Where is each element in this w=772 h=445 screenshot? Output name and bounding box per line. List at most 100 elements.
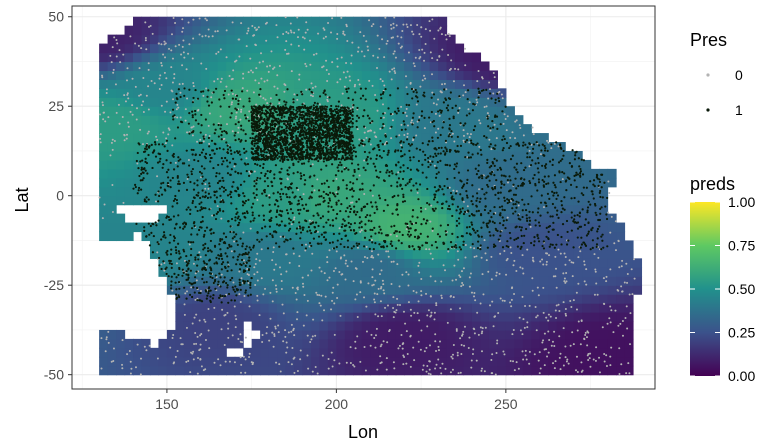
point-pres-0	[461, 333, 464, 336]
prediction-cell	[107, 329, 117, 340]
point-pres-0	[215, 52, 218, 55]
prediction-cell	[463, 159, 473, 170]
prediction-cell	[438, 115, 448, 125]
point-pres-0	[110, 61, 113, 64]
point-pres-1	[586, 211, 589, 214]
point-pres-0	[113, 36, 116, 39]
prediction-cell	[310, 70, 321, 80]
prediction-cell	[217, 150, 227, 161]
point-pres-0	[455, 328, 458, 331]
prediction-cell	[319, 267, 329, 277]
prediction-cell	[192, 356, 202, 367]
point-pres-0	[462, 200, 465, 203]
point-pres-0	[509, 246, 512, 249]
prediction-cell	[463, 329, 473, 340]
prediction-cell	[607, 338, 617, 349]
point-pres-1	[585, 186, 588, 189]
prediction-cell	[607, 213, 617, 224]
point-pres-1	[252, 246, 255, 249]
point-pres-0	[473, 255, 476, 258]
prediction-cell	[183, 204, 193, 215]
prediction-cell	[599, 320, 609, 331]
point-pres-0	[213, 317, 216, 320]
prediction-cell	[99, 186, 109, 197]
prediction-cell	[387, 186, 397, 197]
point-pres-1	[215, 147, 218, 150]
point-pres-0	[318, 302, 321, 305]
point-pres-0	[513, 369, 516, 372]
prediction-cell	[116, 356, 126, 367]
point-pres-1	[379, 170, 382, 174]
prediction-cell	[488, 258, 498, 268]
point-pres-1	[578, 211, 582, 215]
point-pres-1	[455, 224, 458, 227]
prediction-cell	[438, 133, 448, 143]
prediction-cell	[395, 231, 405, 242]
point-pres-1	[287, 187, 290, 191]
point-pres-1	[230, 245, 233, 248]
prediction-cell	[327, 312, 337, 322]
prediction-cell	[141, 88, 151, 98]
point-pres-0	[240, 22, 243, 25]
point-pres-1	[368, 247, 371, 250]
point-pres-0	[244, 371, 247, 374]
point-pres-1	[307, 225, 310, 229]
point-pres-0	[562, 364, 565, 367]
prediction-cell	[522, 303, 532, 313]
prediction-cell	[522, 258, 532, 268]
point-pres-0	[439, 27, 442, 30]
prediction-cell	[463, 294, 473, 304]
prediction-cell	[378, 267, 388, 277]
point-pres-1	[344, 210, 348, 213]
point-pres-0	[296, 318, 299, 321]
point-pres-0	[126, 67, 129, 70]
prediction-cell	[404, 222, 414, 233]
point-pres-1	[435, 246, 439, 249]
point-pres-0	[429, 29, 432, 32]
point-pres-1	[282, 192, 285, 195]
prediction-cell	[226, 88, 236, 98]
point-pres-0	[468, 336, 471, 339]
prediction-cell	[209, 97, 219, 107]
prediction-cell	[463, 115, 473, 125]
point-pres-1	[135, 159, 138, 163]
point-pres-0	[459, 307, 462, 310]
point-pres-1	[206, 247, 210, 250]
point-pres-0	[439, 90, 442, 93]
point-pres-0	[462, 330, 465, 333]
prediction-cell	[616, 258, 626, 268]
point-pres-0	[100, 337, 103, 340]
point-pres-1	[317, 159, 320, 163]
point-pres-1	[514, 210, 517, 213]
point-pres-0	[249, 172, 252, 175]
point-pres-0	[262, 293, 265, 296]
point-pres-1	[247, 198, 250, 201]
point-pres-0	[266, 326, 269, 329]
point-pres-0	[205, 67, 208, 70]
point-pres-1	[531, 159, 534, 162]
point-pres-0	[455, 329, 458, 332]
point-pres-0	[460, 270, 463, 273]
point-pres-1	[499, 230, 502, 233]
point-pres-1	[444, 230, 447, 233]
point-pres-1	[417, 159, 421, 163]
point-pres-1	[398, 230, 401, 234]
prediction-cell	[243, 115, 253, 125]
point-pres-0	[369, 344, 372, 347]
point-pres-0	[231, 334, 234, 337]
point-pres-1	[470, 141, 473, 145]
prediction-cell	[268, 249, 278, 259]
point-pres-0	[441, 48, 444, 51]
point-pres-1	[199, 196, 202, 200]
point-pres-1	[492, 146, 495, 150]
point-pres-1	[539, 201, 543, 204]
point-pres-1	[537, 237, 540, 240]
prediction-cell	[582, 159, 592, 170]
point-pres-0	[580, 320, 583, 323]
point-pres-1	[406, 182, 409, 185]
point-pres-0	[202, 94, 205, 97]
prediction-cell	[556, 329, 566, 340]
point-pres-1	[542, 240, 545, 243]
point-pres-1	[167, 168, 170, 171]
point-pres-0	[370, 238, 373, 241]
